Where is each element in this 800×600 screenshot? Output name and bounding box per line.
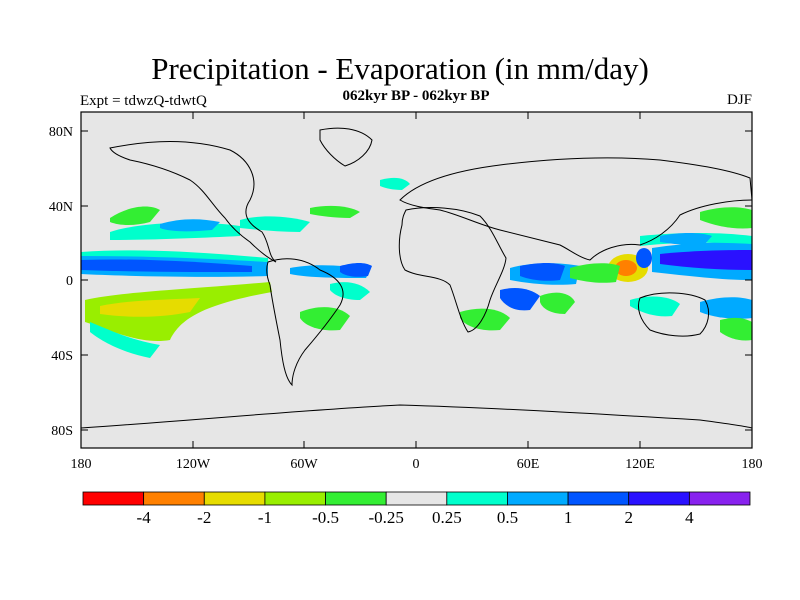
precip-evap-field <box>81 127 752 429</box>
australia-coast <box>637 292 710 337</box>
north-america-coast <box>109 141 277 263</box>
colorbar-label: -0.25 <box>368 508 403 527</box>
africa-coast <box>398 207 507 333</box>
contour-darkblue-indian <box>520 263 565 281</box>
colorbar-labels: -4 -2 -1 -0.5 -0.25 0.25 0.5 1 2 4 <box>137 508 695 527</box>
antarctica-coast <box>81 404 752 429</box>
figure-title: Precipitation - Evaporation (in mm/day) <box>151 51 649 86</box>
colorbar-box <box>203 491 266 506</box>
contour-blue-sw-pacific <box>700 297 752 319</box>
colorbar-label: 2 <box>624 508 633 527</box>
contour-cyan-arctic <box>380 177 410 190</box>
contour-darkblue-atlantic <box>340 263 372 277</box>
contour-green-npac <box>110 206 160 225</box>
colorbar-box <box>446 491 508 506</box>
contour-darkblue-east <box>660 250 752 270</box>
lon-label-120e: 120E <box>625 457 655 472</box>
contour-green-africa <box>460 308 510 331</box>
lon-label-60w: 60W <box>290 457 318 472</box>
colorbar-label: -4 <box>137 508 152 527</box>
colorbar-box <box>688 491 751 506</box>
colorbar <box>82 491 751 506</box>
latitude-axis: 80N 40N 0 40S 80S <box>49 125 752 439</box>
contour-green-indian <box>540 292 575 314</box>
figure-subtitle: 062kyr BP - 062kyr BP <box>342 88 490 104</box>
contour-cyan-australia <box>630 296 680 317</box>
colorbar-box <box>143 491 205 506</box>
lat-label-80s: 80S <box>51 424 73 439</box>
season-label: DJF <box>726 92 752 108</box>
contour-cyan-edge-west <box>81 250 268 262</box>
contour-blue-africa <box>500 288 540 311</box>
contour-green-satl <box>300 307 350 331</box>
eurasia-coast <box>399 157 752 261</box>
colorbar-label: -1 <box>258 508 272 527</box>
lon-label-180e: 180 <box>742 457 763 472</box>
south-america-coast <box>266 258 344 387</box>
contour-blue-npac <box>160 219 220 232</box>
coastlines <box>81 127 752 429</box>
contour-green-sw-pacific <box>720 317 752 341</box>
contour-cyan-south-pacific <box>90 322 160 358</box>
lat-label-40n: 40N <box>49 200 73 215</box>
lon-label-120w: 120W <box>176 457 211 472</box>
colorbar-box <box>82 491 145 506</box>
lat-label-80n: 80N <box>49 125 73 140</box>
contour-orange-maritime <box>615 260 637 276</box>
colorbar-box <box>325 491 387 506</box>
colorbar-label: 0.25 <box>432 508 462 527</box>
contour-blue-nw-pacific <box>660 233 712 245</box>
colorbar-box <box>567 491 630 506</box>
lon-label-180w: 180 <box>71 457 92 472</box>
lat-label-0: 0 <box>66 274 73 289</box>
experiment-label: Expt = tdwzQ-tdwtQ <box>80 93 207 109</box>
contour-blue-maritime <box>636 248 652 268</box>
colorbar-label: 4 <box>685 508 694 527</box>
contour-green-natl <box>310 205 360 218</box>
lon-label-60e: 60E <box>517 457 540 472</box>
contour-dark-band-west <box>81 259 252 272</box>
colorbar-box <box>628 491 690 506</box>
contour-green-nw-pacific <box>700 207 752 229</box>
lat-label-40s: 40S <box>51 349 73 364</box>
colorbar-label: -0.5 <box>312 508 339 527</box>
contour-green-indian-east <box>570 263 620 283</box>
colorbar-label: -2 <box>197 508 211 527</box>
lon-label-0: 0 <box>413 457 420 472</box>
map-background <box>81 112 752 448</box>
contour-cyan-natl <box>240 216 310 232</box>
colorbar-label: 1 <box>564 508 573 527</box>
greenland-coast <box>319 127 373 167</box>
colorbar-label: 0.5 <box>497 508 518 527</box>
contour-yellow-spcz <box>100 298 200 317</box>
colorbar-box <box>264 491 326 506</box>
longitude-axis: 180 120W 60W 0 60E 120E 180 <box>71 112 763 472</box>
contour-cyan-brazil <box>330 282 370 300</box>
colorbar-box <box>507 491 569 506</box>
colorbar-box <box>385 491 448 506</box>
